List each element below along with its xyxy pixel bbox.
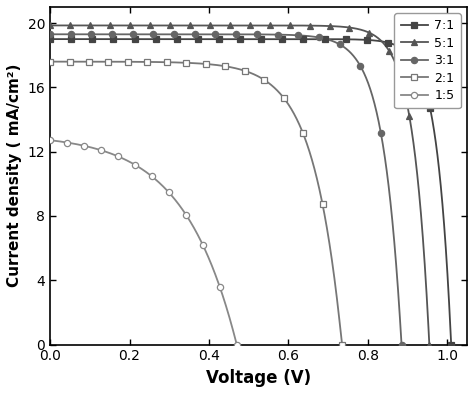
Legend: 7:1, 5:1, 3:1, 2:1, 1:5: 7:1, 5:1, 3:1, 2:1, 1:5 [394, 13, 461, 108]
2:1 [65, 59, 71, 64]
3:1 [399, 342, 404, 347]
3:1 [226, 32, 232, 37]
7:1 [448, 342, 454, 347]
2:1 [339, 342, 345, 347]
5:1 [274, 23, 280, 28]
5:1 [198, 23, 203, 28]
2:1 [263, 79, 269, 84]
5:1 [337, 24, 343, 29]
2:1 [57, 59, 63, 64]
7:1 [341, 37, 347, 42]
3:1 [47, 32, 53, 37]
7:1 [116, 37, 122, 41]
2:1 [325, 229, 330, 234]
5:1 [126, 23, 131, 28]
1:5 [234, 342, 240, 347]
5:1 [47, 23, 53, 28]
3:1 [328, 38, 334, 43]
3:1 [148, 32, 154, 37]
5:1 [427, 342, 432, 347]
Line: 1:5: 1:5 [50, 140, 237, 345]
7:1 [83, 37, 89, 41]
1:5 [47, 138, 53, 143]
7:1 [78, 37, 83, 41]
Line: 7:1: 7:1 [50, 39, 451, 345]
3:1 [80, 32, 86, 37]
1:5 [234, 342, 240, 347]
2:1 [339, 342, 345, 347]
7:1 [47, 37, 53, 41]
1:5 [208, 260, 214, 265]
5:1 [205, 23, 210, 28]
7:1 [448, 342, 454, 347]
X-axis label: Voltage (V): Voltage (V) [206, 369, 311, 387]
Line: 2:1: 2:1 [50, 61, 342, 345]
5:1 [293, 23, 299, 28]
2:1 [47, 59, 53, 64]
Line: 3:1: 3:1 [50, 34, 402, 345]
1:5 [107, 151, 112, 155]
1:5 [133, 163, 139, 168]
2:1 [311, 165, 317, 170]
Y-axis label: Current density ( mA/cm²): Current density ( mA/cm²) [7, 64, 22, 288]
1:5 [217, 283, 222, 288]
7:1 [110, 37, 116, 41]
2:1 [198, 61, 204, 66]
Line: 5:1: 5:1 [50, 26, 430, 345]
3:1 [111, 32, 117, 37]
1:5 [57, 139, 63, 144]
1:5 [60, 139, 66, 144]
7:1 [344, 37, 350, 42]
3:1 [399, 342, 405, 347]
5:1 [427, 342, 433, 347]
3:1 [211, 32, 217, 37]
